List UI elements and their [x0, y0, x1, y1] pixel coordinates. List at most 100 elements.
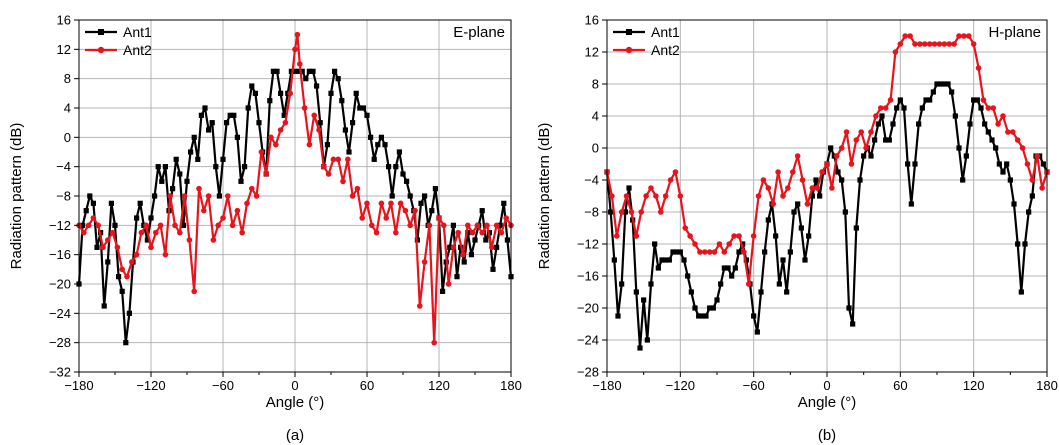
- data-point-ant2: [306, 141, 313, 148]
- x-tick-label: 120: [963, 378, 985, 393]
- data-point-ant1: [468, 252, 474, 258]
- data-point-ant2: [657, 209, 664, 215]
- data-point-ant1: [256, 120, 262, 126]
- legend: Ant1 Ant2: [613, 24, 680, 58]
- data-point-ant1: [773, 233, 779, 239]
- data-point-ant2: [618, 209, 625, 215]
- data-point-ant1: [677, 249, 683, 255]
- data-point-ant1: [342, 127, 348, 133]
- data-point-ant1: [317, 120, 323, 126]
- data-point-ant2: [441, 222, 447, 229]
- data-point-ant1: [751, 313, 757, 319]
- legend-marker-ant1: [98, 29, 104, 35]
- data-point-ant1: [144, 237, 150, 243]
- data-point-ant1: [378, 134, 384, 140]
- data-point-ant2: [388, 200, 394, 207]
- data-point-ant1: [206, 127, 212, 133]
- data-point-ant2: [672, 169, 679, 175]
- data-point-ant1: [202, 105, 208, 111]
- data-point-ant2: [946, 41, 953, 47]
- y-tick-label: −4: [584, 173, 599, 188]
- data-point-ant1: [227, 112, 233, 118]
- data-point-ant1: [729, 273, 735, 279]
- data-point-ant1: [116, 274, 122, 280]
- data-point-ant1: [119, 288, 125, 294]
- data-point-ant1: [1015, 241, 1021, 247]
- data-point-ant1: [725, 265, 731, 271]
- data-point-ant1: [328, 90, 334, 96]
- data-point-ant1: [989, 137, 995, 143]
- data-point-ant1: [908, 201, 914, 207]
- data-point-ant2: [1009, 129, 1016, 135]
- data-point-ant1: [802, 257, 808, 263]
- data-point-ant2: [148, 244, 154, 251]
- data-point-ant2: [119, 266, 125, 273]
- data-point-ant1: [934, 81, 940, 87]
- data-point-ant1: [1040, 161, 1046, 167]
- data-point-ant2: [692, 241, 698, 247]
- data-point-ant1: [393, 164, 399, 170]
- data-point-ant2: [277, 127, 284, 133]
- data-point-ant1: [270, 68, 276, 74]
- data-point-ant1: [883, 137, 889, 143]
- data-point-ant2: [775, 169, 781, 175]
- panel-caption: (a): [286, 427, 304, 444]
- data-series: [604, 33, 1050, 351]
- data-point-ant2: [215, 222, 221, 229]
- data-point-ant1: [339, 98, 345, 104]
- data-point-ant1: [681, 257, 687, 263]
- data-point-ant1: [740, 241, 746, 247]
- legend-marker-ant2: [97, 46, 105, 54]
- data-point-ant1: [1007, 177, 1013, 183]
- data-point-ant1: [703, 313, 709, 319]
- data-point-ant2: [402, 207, 409, 214]
- data-point-ant1: [288, 68, 294, 74]
- data-point-ant2: [460, 251, 466, 258]
- x-tick-label: 0: [291, 378, 298, 393]
- data-point-ant1: [795, 201, 801, 207]
- data-point-ant2: [369, 222, 375, 229]
- data-point-ant2: [926, 41, 933, 47]
- data-point-ant2: [143, 222, 149, 229]
- data-point-ant2: [498, 229, 505, 236]
- data-point-ant2: [210, 237, 217, 243]
- data-point-ant1: [758, 289, 764, 295]
- data-point-ant2: [340, 178, 346, 185]
- data-point-ant1: [267, 98, 273, 104]
- data-point-ant2: [181, 193, 188, 199]
- data-point-ant2: [824, 161, 830, 167]
- data-point-ant2: [755, 193, 762, 199]
- data-point-ant1: [306, 68, 312, 74]
- data-point-ant1: [762, 249, 768, 255]
- data-point-ant2: [282, 119, 289, 126]
- data-point-ant1: [648, 281, 654, 287]
- data-point-ant2: [359, 215, 366, 221]
- data-point-ant1: [108, 200, 114, 206]
- legend: Ant1 Ant2: [85, 24, 152, 58]
- data-point-ant2: [726, 241, 733, 247]
- data-point-ant1: [1026, 209, 1032, 215]
- y-tick-label: −20: [577, 301, 599, 316]
- data-point-ant1: [692, 305, 698, 311]
- data-point-ant2: [489, 244, 495, 251]
- data-point-ant1: [655, 265, 661, 271]
- data-point-ant1: [956, 145, 962, 151]
- data-point-ant1: [112, 222, 118, 228]
- data-point-ant1: [1022, 241, 1028, 247]
- data-point-ant1: [173, 156, 179, 162]
- data-point-ant2: [799, 177, 806, 183]
- plane-label: E-plane: [453, 24, 505, 41]
- data-point-ant1: [967, 121, 973, 127]
- data-point-ant2: [90, 215, 97, 221]
- data-point-ant1: [652, 241, 658, 247]
- y-tick-label: 4: [64, 101, 71, 116]
- data-point-ant1: [209, 120, 215, 126]
- data-point-ant2: [1014, 137, 1021, 143]
- data-point-ant2: [921, 41, 928, 47]
- x-tick-label: 0: [823, 378, 830, 393]
- data-point-ant2: [970, 41, 977, 47]
- data-point-ant1: [80, 222, 86, 228]
- data-point-ant2: [814, 185, 821, 191]
- data-point-ant1: [663, 257, 669, 263]
- data-point-ant2: [956, 33, 962, 39]
